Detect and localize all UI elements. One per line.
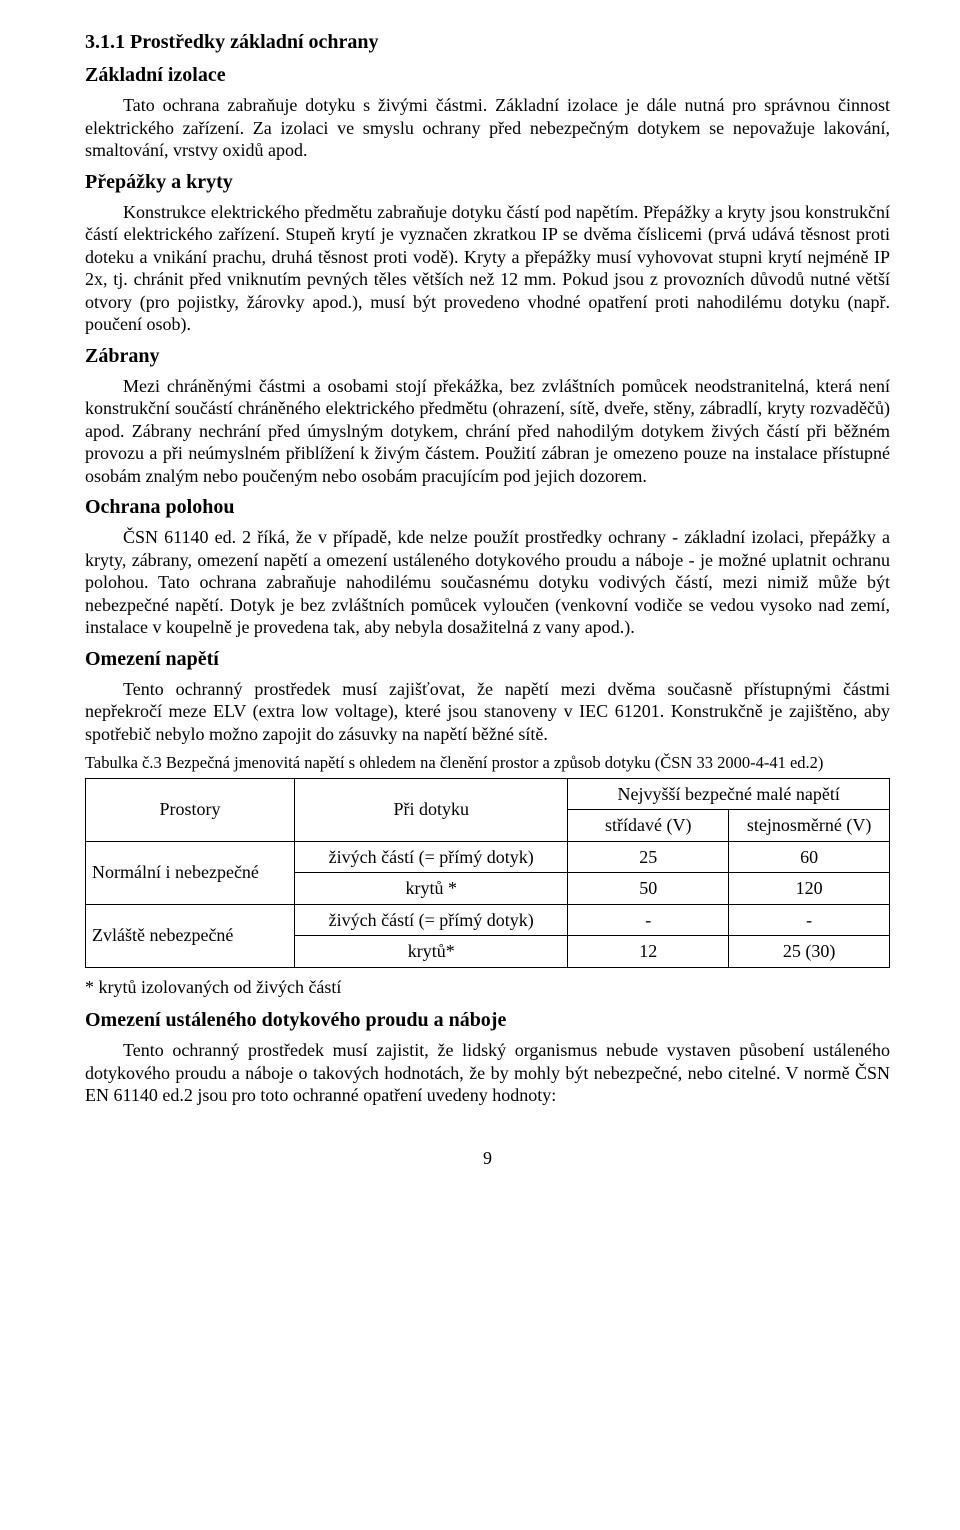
th-pri-dotyku: Při dotyku xyxy=(295,778,568,841)
td-dotyk: krytů* xyxy=(295,936,568,968)
table-row: Normální i nebezpečné živých částí (= př… xyxy=(86,841,890,873)
th-top-span: Nejvyšší bezpečné malé napětí xyxy=(568,778,890,810)
subheading-zakladni-izolace: Základní izolace xyxy=(85,63,890,88)
paragraph-proudu: Tento ochranný prostředek musí zajistit,… xyxy=(85,1039,890,1107)
td-ac: - xyxy=(568,904,729,936)
subheading-napeti: Omezení napětí xyxy=(85,647,890,672)
td-dc: - xyxy=(729,904,890,936)
paragraph-zakladni-izolace: Tato ochrana zabraňuje dotyku s živými č… xyxy=(85,94,890,162)
subheading-proudu: Omezení ustáleného dotykového proudu a n… xyxy=(85,1008,890,1033)
td-ac: 50 xyxy=(568,873,729,905)
paragraph-napeti: Tento ochranný prostředek musí zajišťova… xyxy=(85,678,890,746)
subheading-zabrany: Zábrany xyxy=(85,344,890,369)
subheading-polohou: Ochrana polohou xyxy=(85,495,890,520)
section-heading: 3.1.1 Prostředky základní ochrany xyxy=(85,30,890,55)
paragraph-polohou: ČSN 61140 ed. 2 říká, že v případě, kde … xyxy=(85,526,890,639)
voltage-table: Prostory Při dotyku Nejvyšší bezpečné ma… xyxy=(85,778,890,968)
th-prostory: Prostory xyxy=(86,778,295,841)
td-dotyk: krytů * xyxy=(295,873,568,905)
table-footnote: * krytů izolovaných od živých částí xyxy=(85,976,890,999)
table-row: Zvláště nebezpečné živých částí (= přímý… xyxy=(86,904,890,936)
subheading-prepazky: Přepážky a kryty xyxy=(85,170,890,195)
td-ac: 25 xyxy=(568,841,729,873)
page-number: 9 xyxy=(85,1147,890,1170)
th-stejnosmerne: stejnosměrné (V) xyxy=(729,810,890,842)
td-prostory: Zvláště nebezpečné xyxy=(86,904,295,967)
td-dotyk: živých částí (= přímý dotyk) xyxy=(295,904,568,936)
td-ac: 12 xyxy=(568,936,729,968)
td-prostory: Normální i nebezpečné xyxy=(86,841,295,904)
td-dc: 60 xyxy=(729,841,890,873)
td-dc: 120 xyxy=(729,873,890,905)
td-dc: 25 (30) xyxy=(729,936,890,968)
td-dotyk: živých částí (= přímý dotyk) xyxy=(295,841,568,873)
table-caption: Tabulka č.3 Bezpečná jmenovitá napětí s … xyxy=(85,753,890,774)
table-header-row: Prostory Při dotyku Nejvyšší bezpečné ma… xyxy=(86,778,890,810)
th-stridave: střídavé (V) xyxy=(568,810,729,842)
document-page: 3.1.1 Prostředky základní ochrany Základ… xyxy=(0,0,960,1209)
paragraph-prepazky: Konstrukce elektrického předmětu zabraňu… xyxy=(85,201,890,336)
paragraph-zabrany: Mezi chráněnými částmi a osobami stojí p… xyxy=(85,375,890,488)
